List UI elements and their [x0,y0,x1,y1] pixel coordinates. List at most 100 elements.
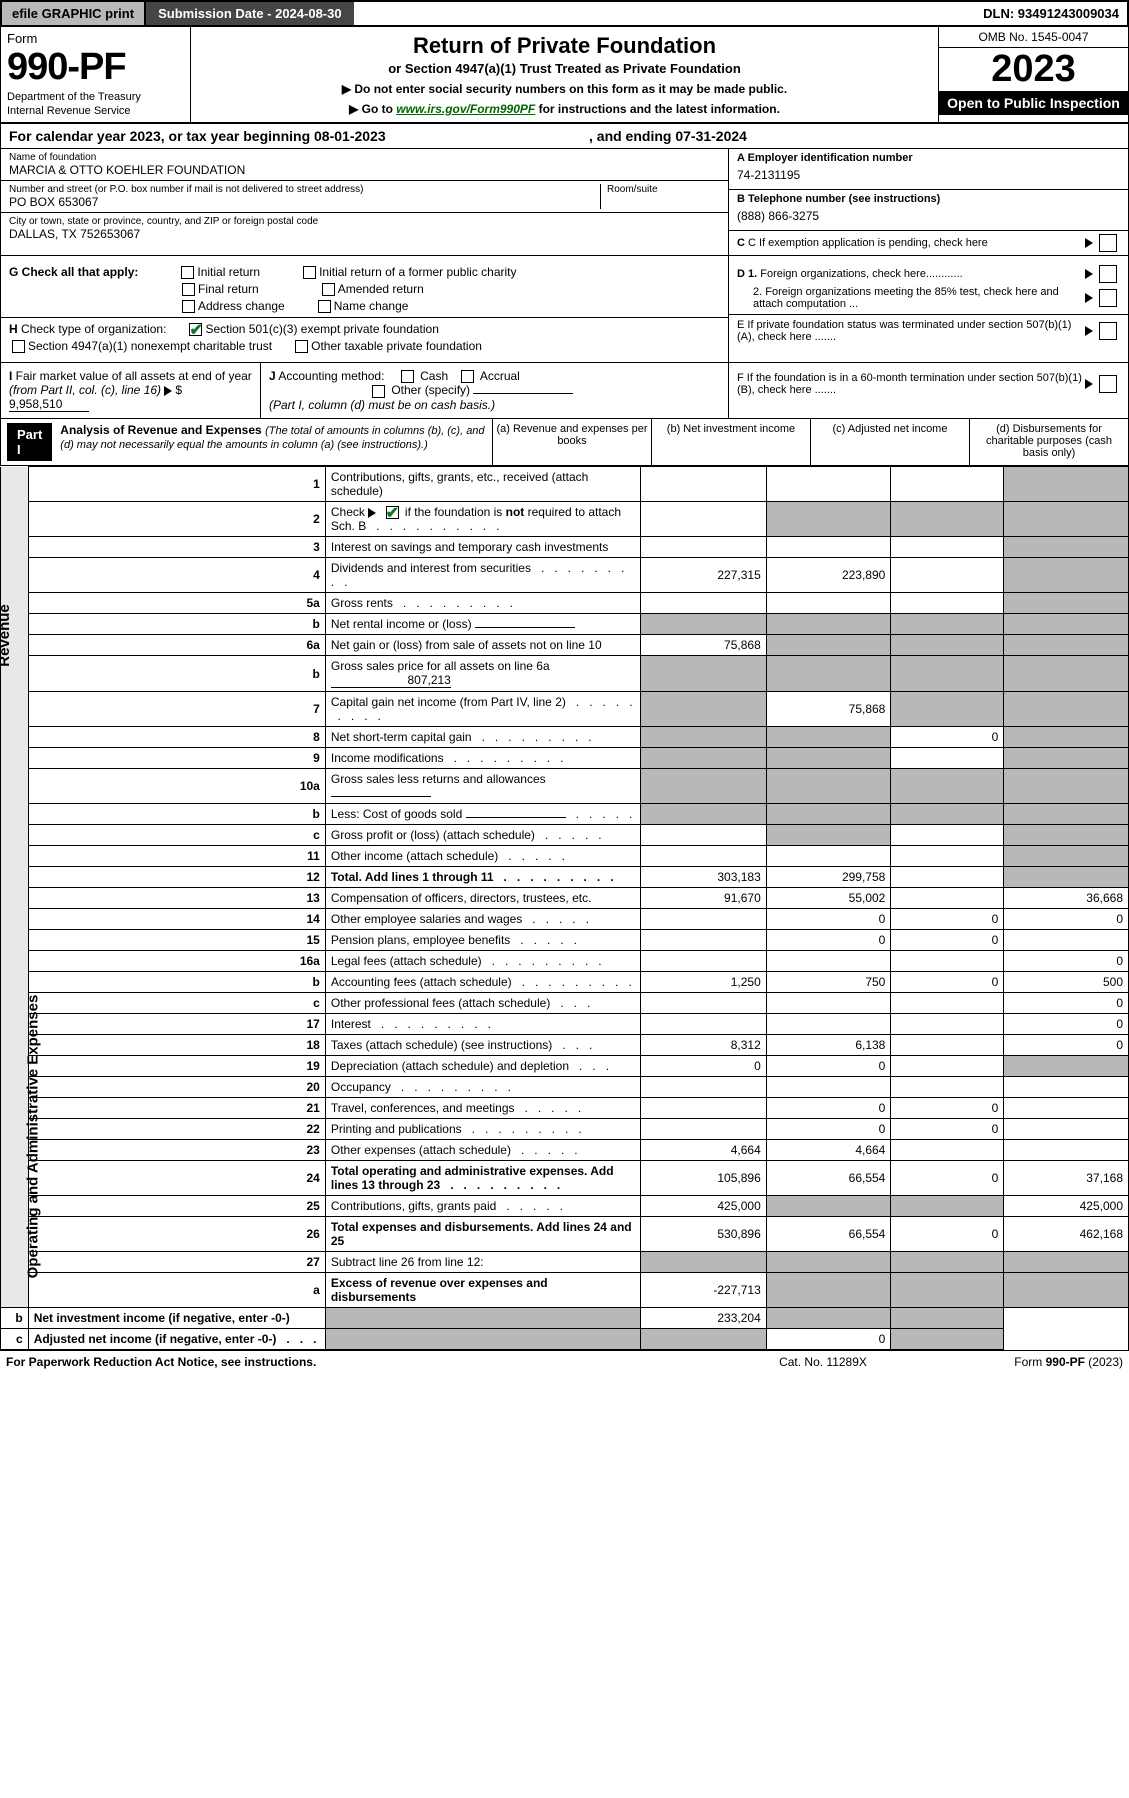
col-d-value [1004,1140,1129,1161]
line-label: Gross profit or (loss) (attach schedule)… [325,825,640,846]
4947-checkbox[interactable] [12,340,25,353]
col-d-value: 36,668 [1004,888,1129,909]
accrual-label: Accrual [480,369,520,383]
col-a-value: 425,000 [640,1196,766,1217]
table-row: 8Net short-term capital gain . . . . . .… [1,727,1129,748]
section-g-h: G Check all that apply: Initial return I… [0,256,1129,363]
line-number: 16a [28,951,325,972]
line-label: Other professional fees (attach schedule… [325,993,640,1014]
line-label: Gross sales price for all assets on line… [325,656,640,692]
col-d-value: 0 [1004,1035,1129,1056]
line-label: Taxes (attach schedule) (see instruction… [325,1035,640,1056]
amended-return-checkbox[interactable] [322,283,335,296]
line-label: Pension plans, employee benefits . . . .… [325,930,640,951]
col-d-value [1004,614,1129,635]
cash-checkbox[interactable] [401,370,414,383]
i-label: I Fair market value of all assets at end… [9,369,252,397]
line-label: Other expenses (attach schedule) . . . .… [325,1140,640,1161]
col-c-value [891,1140,1004,1161]
col-d-value [1004,467,1129,502]
col-c-value [891,804,1004,825]
col-c-value [891,1077,1004,1098]
line-number: 8 [28,727,325,748]
accrual-checkbox[interactable] [461,370,474,383]
open-to-public: Open to Public Inspection [939,91,1128,115]
col-c-value [891,1014,1004,1035]
col-a-value: 0 [640,1056,766,1077]
col-b-value [766,825,891,846]
col-c-value [891,467,1004,502]
d1-checkbox[interactable] [1099,265,1117,283]
col-d-value: 462,168 [1004,1217,1129,1252]
initial-former-checkbox[interactable] [303,266,316,279]
col-c-value [891,951,1004,972]
address-change-checkbox[interactable] [182,300,195,313]
arrow-icon [1085,269,1093,279]
501c3-checkbox[interactable] [189,323,202,336]
table-row: cAdjusted net income (if negative, enter… [1,1329,1129,1350]
col-c-value [891,846,1004,867]
table-row: 11Other income (attach schedule) . . . .… [1,846,1129,867]
f-checkbox[interactable] [1099,375,1117,393]
col-a-value [640,909,766,930]
table-row: bGross sales price for all assets on lin… [1,656,1129,692]
col-c-value [891,825,1004,846]
line-label: Interest . . . . . . . . . [325,1014,640,1035]
initial-return-checkbox[interactable] [181,266,194,279]
exemption-checkbox[interactable] [1099,234,1117,252]
name-change-checkbox[interactable] [318,300,331,313]
col-d-value [891,1308,1004,1329]
line-number: 19 [28,1056,325,1077]
table-row: 17Interest . . . . . . . . .0 [1,1014,1129,1035]
col-b-value: 0 [766,909,891,930]
table-row: bLess: Cost of goods sold . . . . . [1,804,1129,825]
address-value: PO BOX 653067 [9,195,600,209]
col-d-value [1004,769,1129,804]
col-d-value: 425,000 [1004,1196,1129,1217]
col-b-value [766,951,891,972]
col-c-value: 0 [891,930,1004,951]
col-d-value [1004,1273,1129,1308]
line-number: 10a [28,769,325,804]
efile-print-button[interactable]: efile GRAPHIC print [2,2,146,25]
col-c-value [891,993,1004,1014]
part1-header-row: Part I Analysis of Revenue and Expenses … [0,419,1129,466]
col-a-value [640,748,766,769]
col-a-value [640,1077,766,1098]
irs-link[interactable]: www.irs.gov/Form990PF [396,102,535,116]
line-label: Accounting fees (attach schedule) . . . … [325,972,640,993]
table-row: 12Total. Add lines 1 through 11 . . . . … [1,867,1129,888]
col-d-value: 0 [1004,909,1129,930]
e-checkbox[interactable] [1099,322,1117,340]
cash-label: Cash [420,369,448,383]
col-b-value [766,537,891,558]
line-label: Total. Add lines 1 through 11 . . . . . … [325,867,640,888]
name-change-label: Name change [334,299,409,313]
other-taxable-checkbox[interactable] [295,340,308,353]
line-label: Adjusted net income (if negative, enter … [28,1329,325,1350]
col-b-value [766,593,891,614]
line-number: 2 [28,502,325,537]
col-b-value [766,502,891,537]
final-return-checkbox[interactable] [182,283,195,296]
line-number: a [28,1273,325,1308]
table-row: 20Occupancy . . . . . . . . . [1,1077,1129,1098]
table-row: bAccounting fees (attach schedule) . . .… [1,972,1129,993]
table-row: aExcess of revenue over expenses and dis… [1,1273,1129,1308]
line-label: Total operating and administrative expen… [325,1161,640,1196]
address-change-label: Address change [198,299,285,313]
line-number: 14 [28,909,325,930]
501c3-label: Section 501(c)(3) exempt private foundat… [205,322,438,336]
line-number: 7 [28,692,325,727]
col-d-value [1004,1119,1129,1140]
col-a-value [640,502,766,537]
initial-return-label: Initial return [197,265,260,279]
col-b-value [766,769,891,804]
d2-checkbox[interactable] [1099,289,1117,307]
col-c-value [891,502,1004,537]
revenue-side-label: Revenue [0,604,13,667]
line-number: 20 [28,1077,325,1098]
col-a-value: 303,183 [640,867,766,888]
col-a-value: 530,896 [640,1217,766,1252]
other-method-checkbox[interactable] [372,385,385,398]
